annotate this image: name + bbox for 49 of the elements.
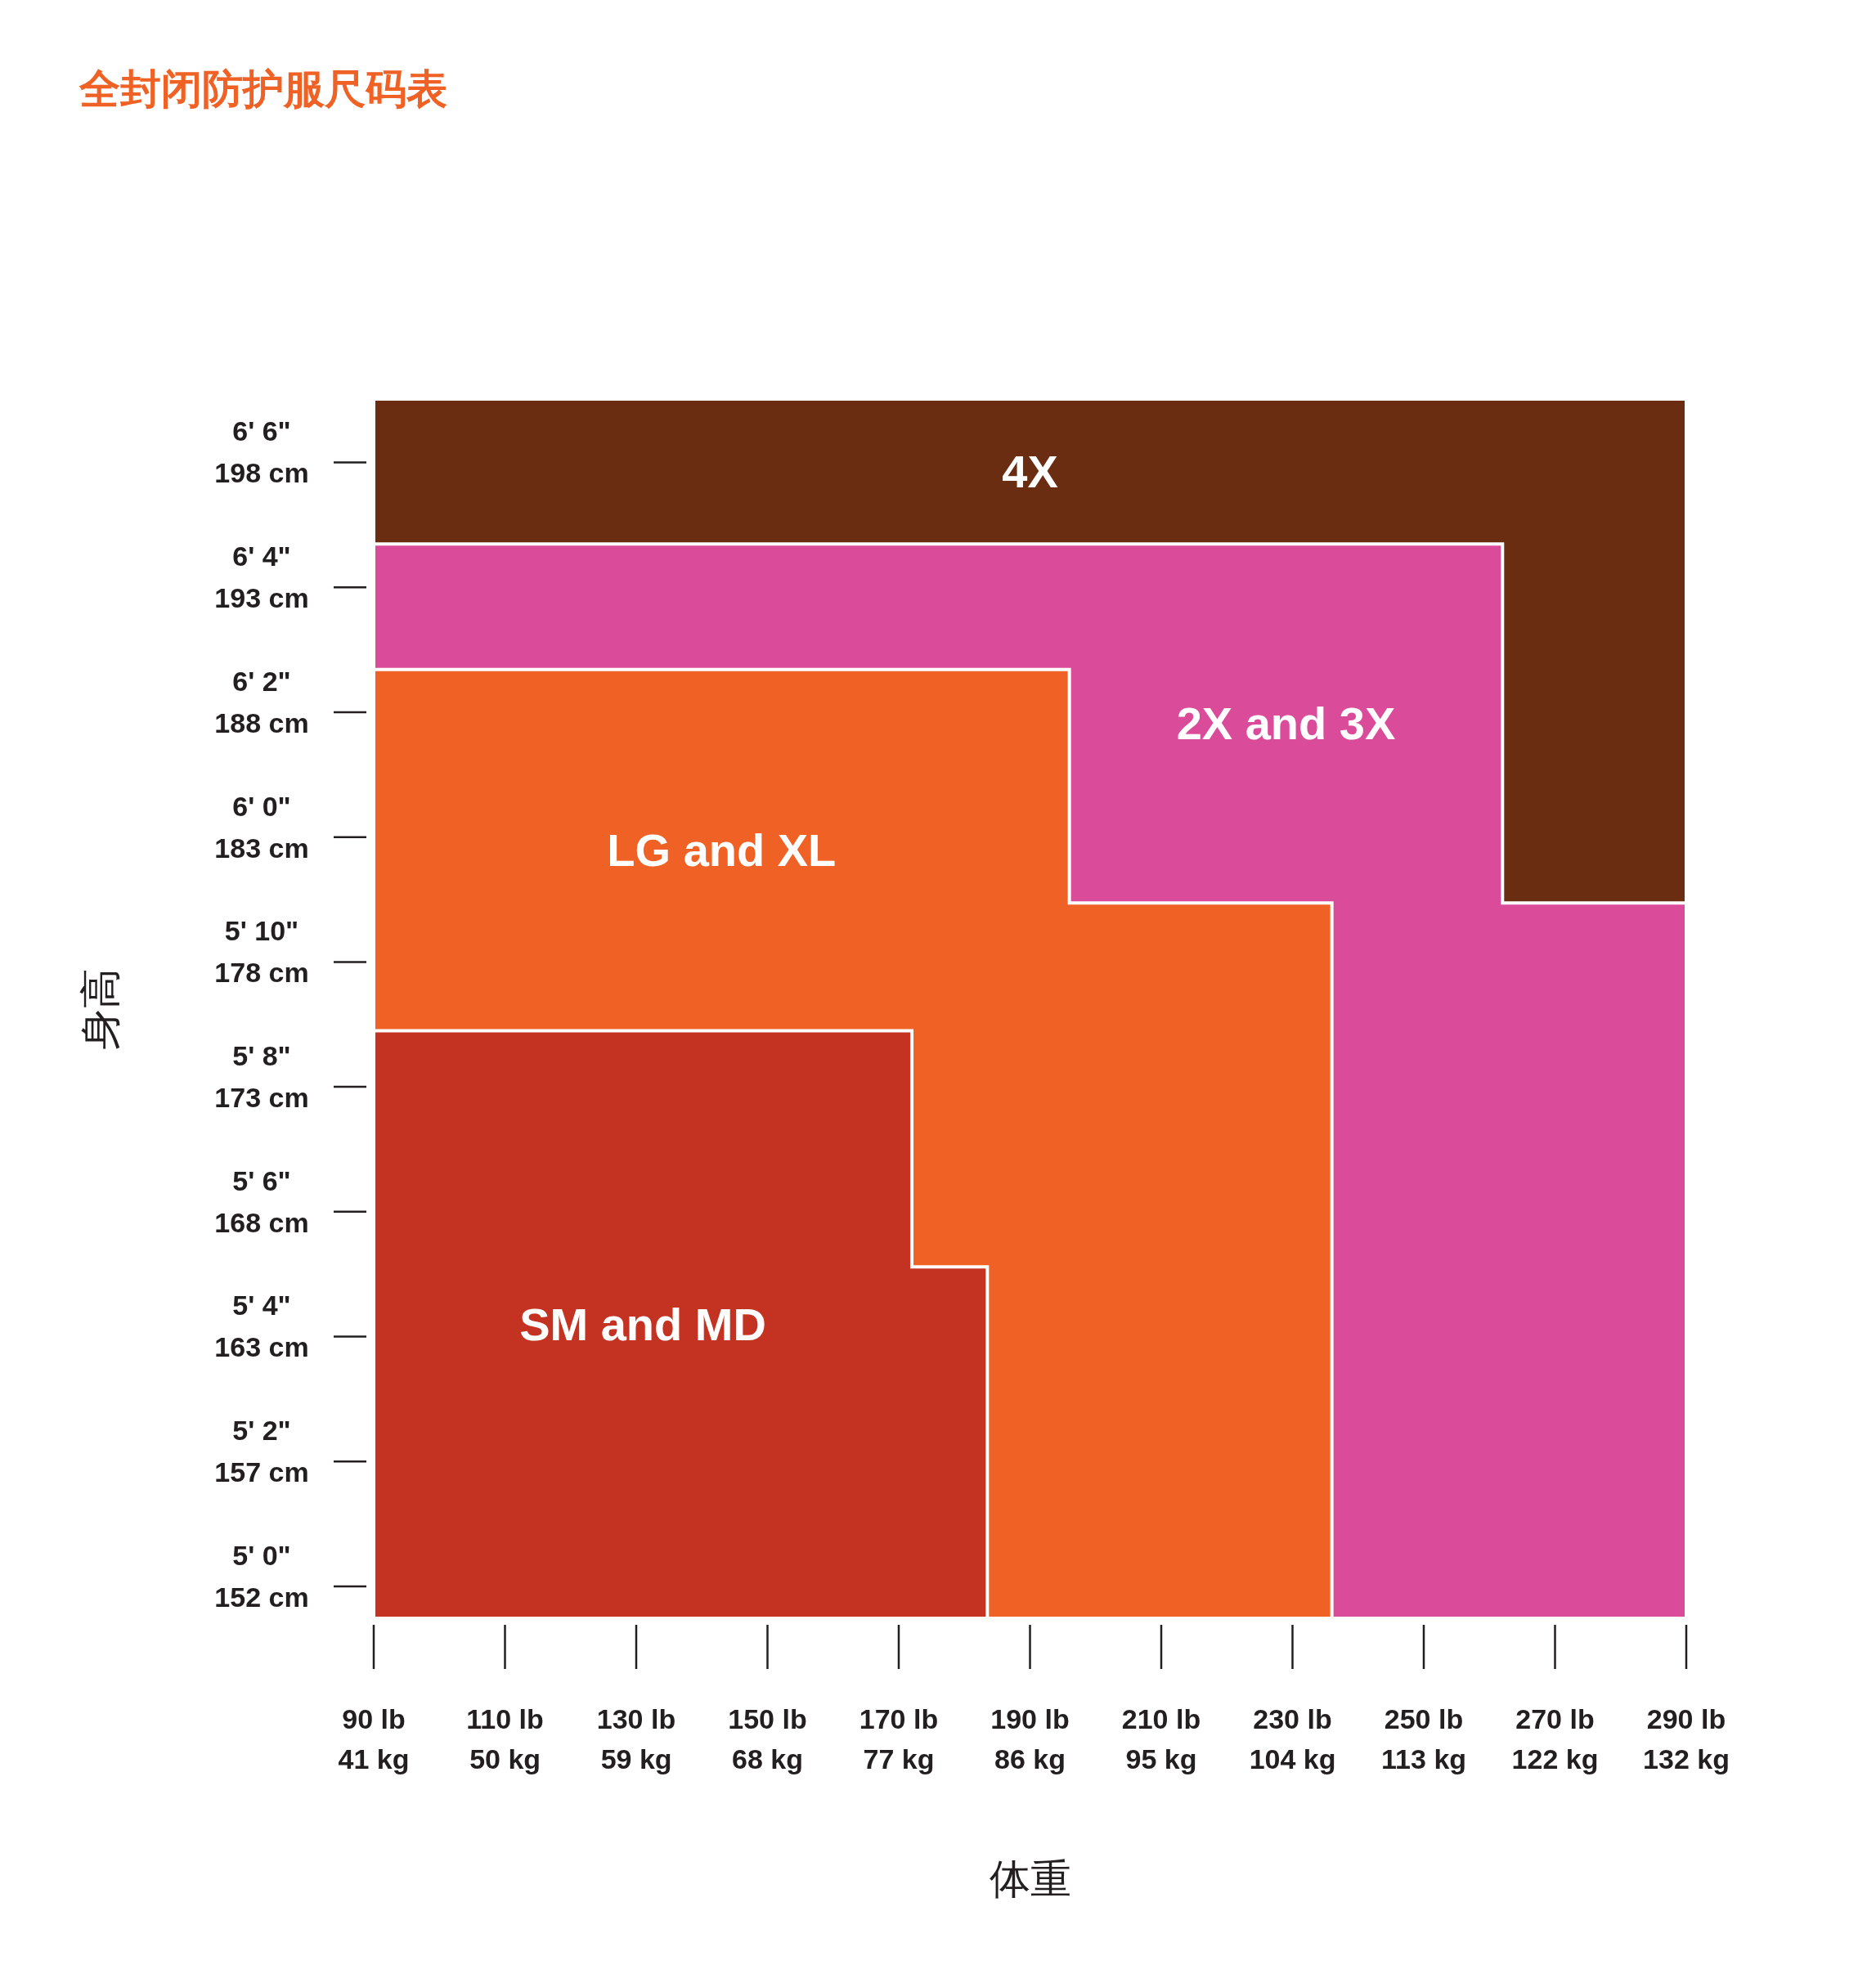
x-tick-label: 110 lb: [466, 1703, 544, 1734]
x2-tick-label: 122 kg: [1511, 1743, 1599, 1774]
x2-tick-label: 86 kg: [994, 1743, 1066, 1774]
series-label: 4X: [1002, 446, 1058, 498]
y-tick-label: 178 cm: [214, 957, 309, 989]
x2-tick-label: 77 kg: [863, 1743, 935, 1774]
text: 5' 4": [232, 1290, 291, 1321]
y-tick-label: 157 cm: [214, 1456, 309, 1488]
text: 6' 2": [232, 665, 291, 697]
series-label: 2X and 3X: [1176, 698, 1396, 750]
text: 5' 10": [224, 915, 299, 947]
x2-tick-label: 113 kg: [1381, 1743, 1467, 1774]
x-tick-label: 150 lb: [728, 1703, 807, 1734]
x2-tick-label: 132 kg: [1643, 1743, 1730, 1774]
text: 5' 6": [232, 1164, 291, 1196]
y-tick-label: 168 cm: [214, 1206, 309, 1238]
y-tick-label: 183 cm: [214, 832, 309, 864]
x-tick-label: 210 lb: [1121, 1703, 1201, 1734]
y-tick-label: 188 cm: [214, 707, 309, 738]
x-tick-label: 90 lb: [342, 1703, 406, 1734]
y-tick-label: 173 cm: [214, 1081, 309, 1113]
x-axis-title: 体重: [989, 1856, 1071, 1902]
text: 6' 6": [232, 415, 291, 447]
x2-tick-label: 50 kg: [469, 1743, 541, 1774]
text: 5' 8": [232, 1039, 291, 1071]
y-tick-label: 163 cm: [214, 1331, 309, 1363]
x-tick-label: 250 lb: [1384, 1703, 1464, 1734]
x2-tick-label: 68 kg: [732, 1743, 804, 1774]
text: 6' 4": [232, 541, 291, 572]
x-tick-label: 170 lb: [859, 1703, 939, 1734]
chart-title: 全封闭防护服尺码表: [79, 66, 447, 112]
text: 5' 2": [232, 1415, 291, 1447]
x-tick-label: 190 lb: [990, 1703, 1070, 1734]
y-tick-label: 152 cm: [214, 1581, 309, 1613]
y-axis-title: 身高: [78, 967, 123, 1050]
x2-tick-label: 104 kg: [1249, 1743, 1336, 1774]
x2-tick-label: 95 kg: [1125, 1743, 1197, 1774]
x-tick-label: 290 lb: [1646, 1703, 1726, 1734]
text: 6' 0": [232, 790, 291, 822]
x2-tick-label: 41 kg: [338, 1743, 410, 1774]
x-tick-label: 270 lb: [1515, 1703, 1595, 1734]
text: 5' 0": [232, 1539, 291, 1571]
x-tick-label: 230 lb: [1253, 1703, 1332, 1734]
y-tick-label: 193 cm: [214, 582, 309, 614]
series-label: LG and XL: [607, 824, 837, 877]
x-tick-label: 130 lb: [596, 1703, 676, 1734]
series-label: SM and MD: [519, 1299, 766, 1351]
x2-tick-label: 59 kg: [600, 1743, 672, 1774]
y-tick-label: 198 cm: [214, 457, 309, 489]
